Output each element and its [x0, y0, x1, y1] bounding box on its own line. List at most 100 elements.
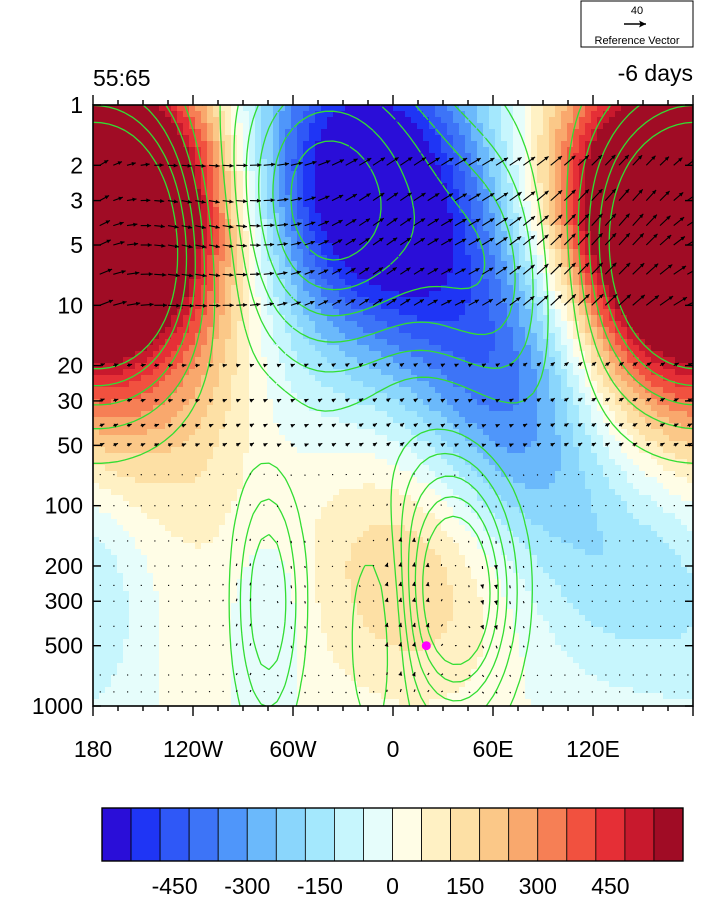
heatmap-cell [405, 213, 412, 220]
heatmap-cell [573, 369, 580, 376]
heatmap-cell [207, 177, 214, 184]
heatmap-cell [135, 171, 142, 178]
heatmap-cell [585, 171, 592, 178]
heatmap-cell [231, 201, 238, 208]
heatmap-cell [603, 327, 610, 334]
heatmap-cell [609, 399, 616, 406]
heatmap-cell [387, 165, 394, 172]
heatmap-cell [405, 189, 412, 196]
heatmap-cell [465, 267, 472, 274]
heatmap-cell [639, 351, 646, 358]
heatmap-cell [381, 129, 388, 136]
heatmap-cell [303, 291, 310, 298]
heatmap-cell [681, 207, 688, 214]
heatmap-cell [177, 381, 184, 388]
heatmap-cell [393, 195, 400, 202]
heatmap-cell [423, 399, 430, 406]
heatmap-cell [537, 357, 544, 364]
heatmap-cell [171, 129, 178, 136]
heatmap-cell [537, 267, 544, 274]
heatmap-cell [393, 339, 400, 346]
heatmap-cell [189, 261, 196, 268]
heatmap-cell [465, 129, 472, 136]
heatmap-cell [213, 267, 220, 274]
heatmap-cell [603, 207, 610, 214]
heatmap-cell [333, 273, 340, 280]
heatmap-cell [195, 183, 202, 190]
heatmap-cell [465, 363, 472, 370]
heatmap-cell [129, 339, 136, 346]
heatmap-cell [399, 189, 406, 196]
heatmap-cell [333, 183, 340, 190]
heatmap-cell [339, 201, 346, 208]
heatmap-cell [279, 147, 286, 154]
heatmap-cell [435, 357, 442, 364]
heatmap-cell [543, 333, 550, 340]
heatmap-cell [213, 357, 220, 364]
heatmap-cell [519, 231, 526, 238]
heatmap-cell [561, 345, 568, 352]
heatmap-cell [261, 219, 268, 226]
heatmap-cell [255, 381, 262, 388]
heatmap-cell [447, 105, 454, 112]
heatmap-cell [555, 369, 562, 376]
heatmap-cell [309, 105, 316, 112]
heatmap-cell [657, 369, 664, 376]
heatmap-cell [393, 285, 400, 292]
heatmap-cell [333, 105, 340, 112]
heatmap-cell [195, 363, 202, 370]
heatmap-cell [459, 393, 466, 400]
heatmap-cell [435, 351, 442, 358]
heatmap-cell [183, 393, 190, 400]
heatmap-cell [483, 231, 490, 238]
heatmap-cell [603, 147, 610, 154]
heatmap-cell [171, 363, 178, 370]
heatmap-cell [519, 399, 526, 406]
heatmap-cell [177, 177, 184, 184]
heatmap-cell [381, 297, 388, 304]
heatmap-cell [381, 291, 388, 298]
heatmap-cell [195, 141, 202, 148]
heatmap-cell [621, 249, 628, 256]
heatmap-cell [441, 285, 448, 292]
heatmap-cell [333, 279, 340, 286]
heatmap-cell [501, 237, 508, 244]
heatmap-cell [333, 147, 340, 154]
heatmap-cell [297, 243, 304, 250]
heatmap-cell [261, 141, 268, 148]
heatmap-cell [489, 225, 496, 232]
heatmap-cell [189, 231, 196, 238]
heatmap-cell [351, 141, 358, 148]
heatmap-cell [669, 117, 676, 124]
heatmap-cell [681, 123, 688, 130]
heatmap-cell [525, 261, 532, 268]
heatmap-cell [339, 243, 346, 250]
heatmap-cell [687, 375, 693, 382]
heatmap-cell [165, 147, 172, 154]
heatmap-cell [381, 261, 388, 268]
heatmap-cell [525, 273, 532, 280]
heatmap-cell [453, 225, 460, 232]
heatmap-cell [417, 165, 424, 172]
heatmap-cell [459, 369, 466, 376]
heatmap-cell [621, 213, 628, 220]
heatmap-cell [243, 303, 250, 310]
heatmap-cell [357, 135, 364, 142]
heatmap-cell [189, 177, 196, 184]
heatmap-cell [135, 111, 142, 118]
heatmap-cell [405, 261, 412, 268]
heatmap-cell [561, 381, 568, 388]
heatmap-cell [585, 369, 592, 376]
heatmap-cell [309, 165, 316, 172]
heatmap-cell [201, 123, 208, 130]
heatmap-cell [399, 315, 406, 322]
heatmap-cell [603, 399, 610, 406]
heatmap-cell [555, 189, 562, 196]
heatmap-cell [393, 327, 400, 334]
heatmap-cell [291, 147, 298, 154]
heatmap-cell [321, 117, 328, 124]
heatmap-cell [681, 165, 688, 172]
heatmap-cell [495, 351, 502, 358]
heatmap-cell [315, 381, 322, 388]
